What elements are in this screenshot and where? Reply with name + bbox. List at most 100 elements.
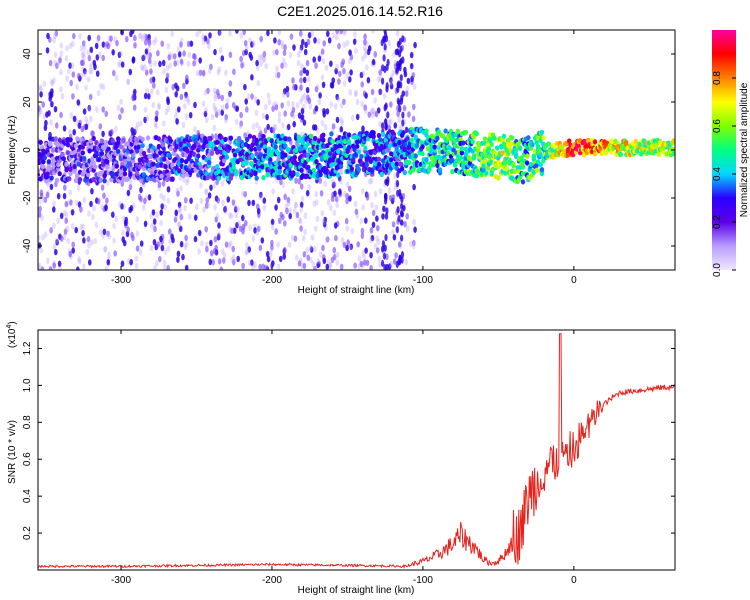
noise-speckle [59, 69, 63, 76]
noise-speckle [173, 53, 177, 60]
noise-speckle [258, 263, 262, 270]
ridge-cell [409, 137, 414, 143]
noise-speckle [339, 168, 344, 175]
noise-speckle [382, 93, 387, 100]
noise-speckle [227, 242, 232, 249]
noise-speckle [251, 199, 256, 206]
noise-speckle [68, 42, 73, 49]
noise-speckle [287, 241, 292, 248]
noise-speckle [404, 126, 409, 134]
noise-speckle [253, 261, 257, 268]
noise-speckle [145, 115, 150, 122]
noise-speckle [38, 86, 43, 93]
noise-speckle [389, 79, 394, 86]
ridge-cell [463, 151, 469, 157]
noise-speckle [49, 79, 54, 86]
noise-speckle [325, 236, 330, 243]
noise-speckle [270, 239, 274, 247]
ridge-cell [455, 128, 460, 134]
noise-speckle [300, 94, 305, 102]
noise-speckle [201, 38, 206, 45]
ridge-cell [356, 166, 361, 172]
ridge-cell [526, 135, 531, 141]
noise-band-speckle [397, 215, 401, 223]
noise-speckle [404, 90, 409, 97]
noise-speckle [115, 39, 119, 47]
ridge-cell [65, 150, 71, 156]
ridge-cell [209, 150, 215, 156]
noise-speckle [389, 260, 394, 268]
noise-speckle [256, 208, 261, 215]
ridge-cell [296, 134, 301, 140]
noise-speckle [343, 30, 347, 34]
ridge-cell [283, 136, 288, 142]
ridge-cell [376, 132, 382, 139]
noise-speckle [320, 48, 325, 55]
noise-speckle [153, 265, 157, 270]
noise-speckle [204, 202, 209, 209]
noise-speckle [228, 240, 233, 247]
noise-band-speckle [386, 176, 390, 184]
ridge-cell [329, 162, 334, 168]
noise-speckle [198, 30, 202, 35]
noise-band-speckle [383, 30, 387, 35]
noise-speckle [204, 241, 209, 248]
ridge-cell [321, 137, 326, 143]
noise-speckle [204, 188, 208, 196]
noise-speckle [79, 224, 83, 231]
noise-speckle [177, 51, 182, 58]
ridge-cell [283, 152, 288, 158]
ridge-cell [170, 162, 175, 168]
noise-speckle [168, 228, 172, 235]
noise-speckle [109, 35, 113, 42]
noise-speckle [236, 206, 240, 213]
noise-speckle [86, 49, 90, 56]
noise-speckle [223, 205, 228, 212]
noise-speckle [294, 177, 298, 184]
noise-speckle [373, 243, 378, 250]
ridge-cell [277, 169, 282, 175]
noise-speckle [135, 216, 140, 223]
ridge-cell [140, 143, 145, 149]
noise-speckle [309, 246, 314, 253]
noise-speckle [339, 116, 344, 124]
noise-speckle [79, 45, 84, 52]
ridge-cell [538, 152, 543, 158]
ridge-cell [512, 168, 517, 175]
noise-speckle [360, 232, 365, 240]
noise-speckle [342, 98, 346, 106]
noise-speckle [278, 255, 283, 263]
noise-speckle [77, 72, 81, 80]
noise-speckle [413, 226, 417, 233]
ridge-cell [254, 175, 259, 181]
noise-speckle [62, 234, 67, 241]
noise-speckle [218, 46, 223, 54]
noise-speckle [255, 59, 259, 67]
noise-band-speckle [395, 260, 399, 269]
noise-speckle [158, 255, 162, 263]
ridge-cell [314, 152, 319, 158]
noise-speckle [102, 192, 106, 199]
noise-speckle [306, 254, 311, 261]
noise-speckle [286, 200, 291, 207]
noise-speckle [222, 257, 226, 264]
noise-speckle [265, 113, 269, 121]
noise-speckle [339, 126, 344, 133]
noise-band-speckle [398, 37, 402, 46]
noise-speckle [387, 263, 392, 270]
noise-speckle [376, 76, 381, 83]
noise-band-speckle [397, 81, 401, 89]
noise-speckle [266, 123, 271, 131]
noise-speckle [41, 234, 45, 241]
noise-speckle [53, 51, 58, 58]
spectrogram-x-label: Height of straight line (km) [298, 285, 415, 296]
noise-band-speckle [401, 119, 405, 127]
noise-speckle [42, 113, 46, 120]
ridge-cell [321, 132, 326, 138]
noise-speckle [301, 235, 306, 242]
noise-speckle [103, 246, 107, 253]
noise-speckle [294, 254, 299, 261]
ridge-cell [482, 136, 488, 142]
noise-speckle [302, 67, 307, 74]
noise-speckle [131, 57, 136, 64]
